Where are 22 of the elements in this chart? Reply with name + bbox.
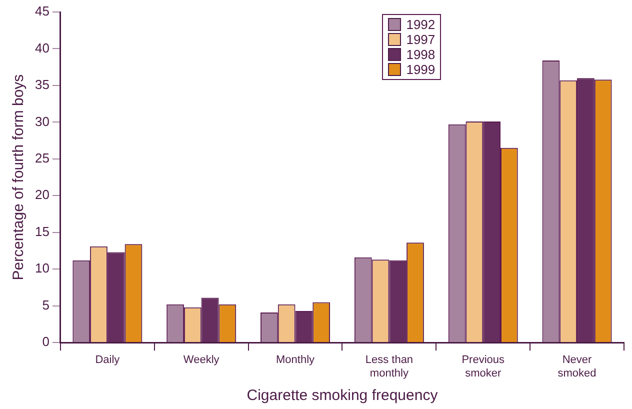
x-tick-label: Monthly xyxy=(276,354,316,366)
y-tick-label: 20 xyxy=(34,187,50,202)
x-tick-label: Previous smoker xyxy=(462,354,506,380)
y-tick-label: 30 xyxy=(34,114,50,129)
y-tick-label: 15 xyxy=(34,224,50,239)
x-axis-title: Cigarette smoking frequency xyxy=(246,387,438,404)
legend-label: 1998 xyxy=(406,47,436,62)
x-tick-label: Daily xyxy=(95,354,120,366)
x-tick-label: Less than monthly xyxy=(365,354,414,380)
y-tick-label: 45 xyxy=(34,4,50,19)
y-tick-label: 35 xyxy=(34,77,50,92)
x-tick-label: Never smoked xyxy=(558,354,596,380)
x-tick-label: Weekly xyxy=(183,354,220,366)
legend-label: 1992 xyxy=(406,17,436,32)
y-tick-label: 5 xyxy=(42,297,50,312)
y-tick-label: 40 xyxy=(34,40,50,56)
y-axis-title: Percentage of fourth form boys xyxy=(10,74,28,280)
y-tick-label: 25 xyxy=(34,150,50,166)
y-tick-label: 10 xyxy=(34,260,50,276)
y-tick-label: 0 xyxy=(42,334,50,350)
legend-label: 1997 xyxy=(406,32,436,47)
legend-label: 1999 xyxy=(406,62,436,77)
